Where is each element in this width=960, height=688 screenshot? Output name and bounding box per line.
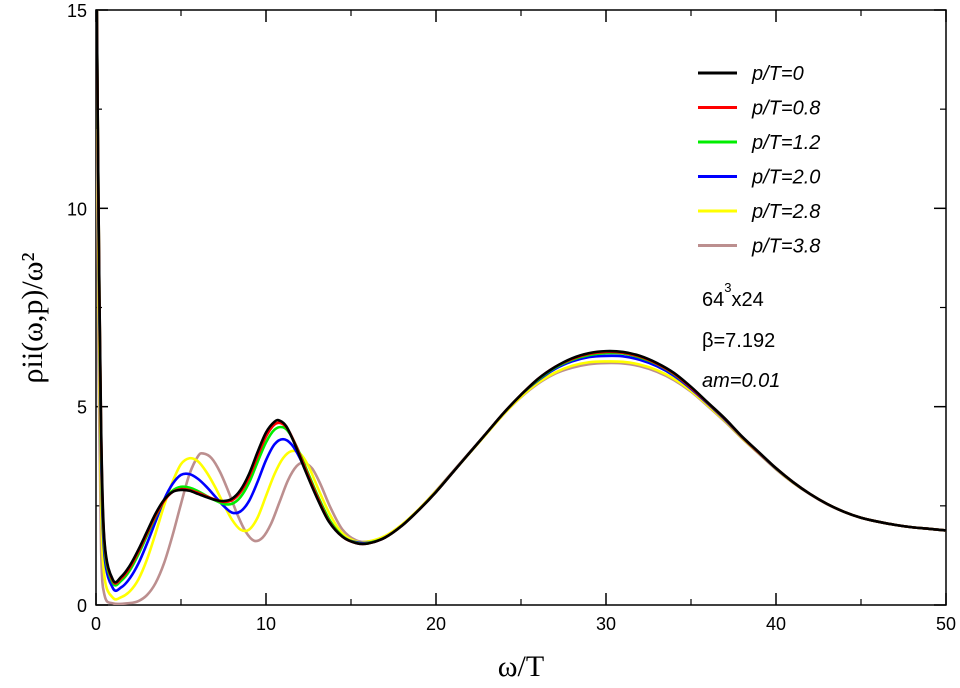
y-tick-label: 5: [77, 398, 87, 418]
axis-ticks: [95, 9, 947, 606]
legend: p/T=0 p/T=0.8 p/T=1.2 p/T=2.0 p/T=2.8 p/T=3.8: [698, 63, 820, 258]
x-tick-label: 10: [256, 614, 276, 634]
series-lines: [96, 10, 946, 605]
x-tick-label: 30: [596, 614, 616, 634]
x-tick-label: 40: [766, 614, 786, 634]
beta-label: β=7.192: [702, 330, 775, 352]
legend-label-1: p/T=0.8: [751, 98, 820, 120]
lattice-size-label: 643x24: [702, 280, 764, 311]
x-tick-label: 0: [91, 614, 101, 634]
x-tick-label: 50: [936, 614, 956, 634]
series-line-1: [96, 10, 946, 585]
legend-label-3: p/T=2.0: [751, 167, 820, 189]
legend-label-5: p/T=3.8: [751, 236, 820, 258]
legend-label-4: p/T=2.8: [751, 201, 820, 223]
x-axis-label: ω/T: [498, 650, 544, 683]
legend-label-0: p/T=0: [751, 63, 804, 85]
mass-label: am=0.01: [702, 370, 780, 392]
x-tick-label: 20: [426, 614, 446, 634]
legend-label-2: p/T=1.2: [751, 132, 820, 154]
axis-tick-labels: 0 10 20 30 40 50 0 5 10 15: [67, 1, 956, 634]
y-axis-label: ρii(ω,p)/ω²: [16, 253, 49, 384]
y-tick-label: 15: [67, 1, 87, 21]
y-tick-label: 0: [77, 596, 87, 616]
y-tick-label: 10: [67, 199, 87, 219]
series-line-0: [96, 10, 946, 584]
annotations: 643x24 β=7.192 am=0.01: [702, 280, 780, 392]
